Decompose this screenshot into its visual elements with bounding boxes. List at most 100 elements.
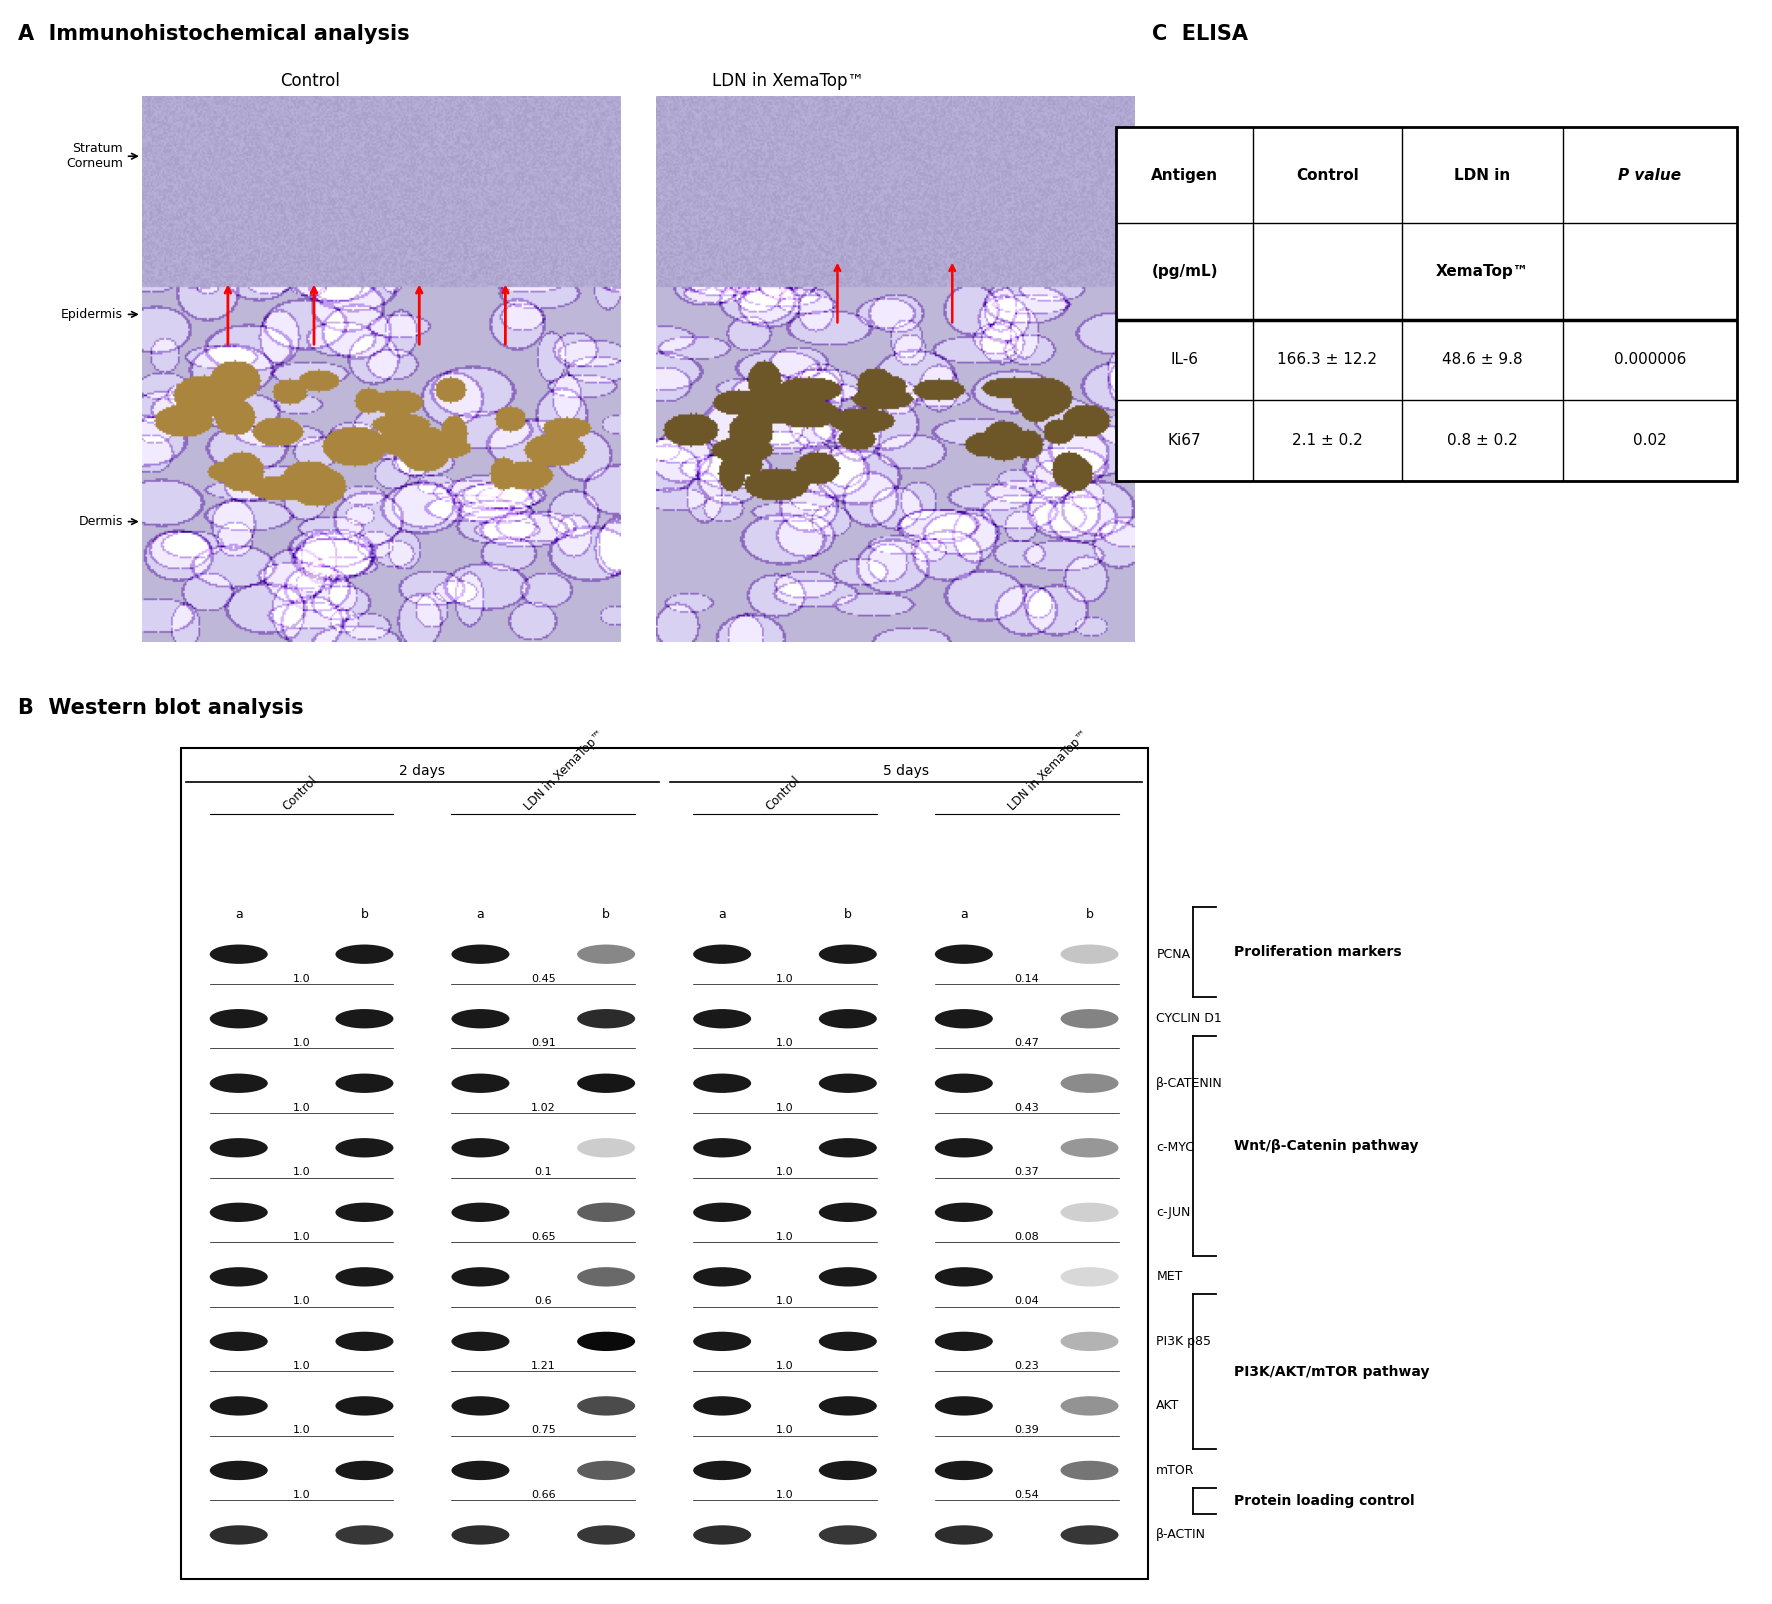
Ellipse shape [1060,1203,1118,1222]
Text: MET: MET [1157,1270,1182,1283]
Text: 1.0: 1.0 [292,1168,310,1177]
Text: 1.0: 1.0 [776,1490,794,1500]
Ellipse shape [693,1267,751,1286]
Ellipse shape [936,1203,992,1222]
Text: 0.43: 0.43 [1014,1104,1038,1113]
Text: 0.08: 0.08 [1014,1232,1038,1241]
Ellipse shape [335,1525,393,1545]
Text: β-ACTIN: β-ACTIN [1157,1529,1207,1541]
Text: 1.0: 1.0 [292,1232,310,1241]
Text: Protein loading control: Protein loading control [1233,1493,1414,1508]
Text: (pg/mL): (pg/mL) [1152,265,1217,279]
Text: a: a [236,908,243,921]
Ellipse shape [936,1331,992,1351]
Ellipse shape [209,1331,268,1351]
Ellipse shape [1060,1331,1118,1351]
Text: 1.0: 1.0 [292,1360,310,1371]
Ellipse shape [1060,945,1118,964]
Text: 0.23: 0.23 [1014,1360,1038,1371]
Text: PI3K/AKT/mTOR pathway: PI3K/AKT/mTOR pathway [1233,1365,1430,1379]
Text: 2 days: 2 days [399,764,445,778]
Text: a: a [960,908,968,921]
Ellipse shape [693,1073,751,1092]
Ellipse shape [1060,1073,1118,1092]
Text: Wnt/β-Catenin pathway: Wnt/β-Catenin pathway [1233,1139,1418,1153]
Text: AKT: AKT [1157,1399,1180,1413]
Text: 1.21: 1.21 [532,1360,556,1371]
Ellipse shape [936,1525,992,1545]
Text: 0.1: 0.1 [535,1168,553,1177]
Text: a: a [477,908,484,921]
Text: b: b [1086,908,1093,921]
Text: 0.39: 0.39 [1014,1426,1038,1436]
Text: 1.02: 1.02 [532,1104,556,1113]
Text: 5 days: 5 days [882,764,929,778]
Text: B  Western blot analysis: B Western blot analysis [18,698,303,717]
Ellipse shape [452,1331,510,1351]
Text: Proliferation markers: Proliferation markers [1233,945,1402,959]
Ellipse shape [819,1331,877,1351]
Ellipse shape [1060,1525,1118,1545]
Text: 1.0: 1.0 [292,974,310,983]
Text: 1.0: 1.0 [776,1426,794,1436]
Ellipse shape [693,1525,751,1545]
Ellipse shape [819,945,877,964]
Text: PI3K p85: PI3K p85 [1157,1335,1212,1347]
Ellipse shape [819,1395,877,1416]
Ellipse shape [578,1139,634,1158]
Ellipse shape [452,1139,510,1158]
Text: 0.66: 0.66 [532,1490,556,1500]
Text: Dermis: Dermis [78,515,122,528]
Text: 166.3 ± 12.2: 166.3 ± 12.2 [1278,353,1377,367]
Ellipse shape [578,1461,634,1480]
Text: 2.1 ± 0.2: 2.1 ± 0.2 [1292,433,1363,448]
Text: 0.02: 0.02 [1632,433,1667,448]
Ellipse shape [335,1331,393,1351]
Text: 1.0: 1.0 [292,1104,310,1113]
Text: 1.0: 1.0 [292,1426,310,1436]
Ellipse shape [819,1009,877,1028]
Ellipse shape [936,945,992,964]
Ellipse shape [936,1395,992,1416]
Text: b: b [602,908,610,921]
Text: 0.54: 0.54 [1014,1490,1038,1500]
Ellipse shape [578,1203,634,1222]
Text: 1.0: 1.0 [776,1296,794,1306]
Text: LDN in XemaTop™: LDN in XemaTop™ [1005,727,1092,813]
Ellipse shape [936,1139,992,1158]
Text: IL-6: IL-6 [1171,353,1198,367]
Ellipse shape [335,1395,393,1416]
Text: 0.91: 0.91 [532,1038,556,1049]
Ellipse shape [578,1009,634,1028]
Text: 1.0: 1.0 [292,1490,310,1500]
Ellipse shape [578,1331,634,1351]
Ellipse shape [452,1073,510,1092]
Text: 0.47: 0.47 [1014,1038,1038,1049]
Text: c-MYC: c-MYC [1157,1142,1194,1155]
Text: Stratum
Corneum: Stratum Corneum [66,143,122,170]
Ellipse shape [936,1009,992,1028]
Ellipse shape [209,1525,268,1545]
Ellipse shape [1060,1139,1118,1158]
Text: 0.14: 0.14 [1014,974,1038,983]
Ellipse shape [335,1203,393,1222]
Text: 1.0: 1.0 [776,1038,794,1049]
Ellipse shape [819,1461,877,1480]
Ellipse shape [452,1267,510,1286]
Ellipse shape [335,945,393,964]
Ellipse shape [578,1525,634,1545]
Ellipse shape [209,945,268,964]
Text: 1.0: 1.0 [292,1296,310,1306]
Ellipse shape [335,1139,393,1158]
Text: LDN in XemaTop™: LDN in XemaTop™ [523,727,608,813]
Bar [181,747,1148,1580]
Text: 1.0: 1.0 [776,974,794,983]
Ellipse shape [452,1525,510,1545]
Ellipse shape [335,1073,393,1092]
Text: Control: Control [1295,168,1359,183]
Ellipse shape [693,1139,751,1158]
Ellipse shape [452,945,510,964]
Text: XemaTop™: XemaTop™ [1435,265,1529,279]
Ellipse shape [1060,1395,1118,1416]
Ellipse shape [693,1395,751,1416]
